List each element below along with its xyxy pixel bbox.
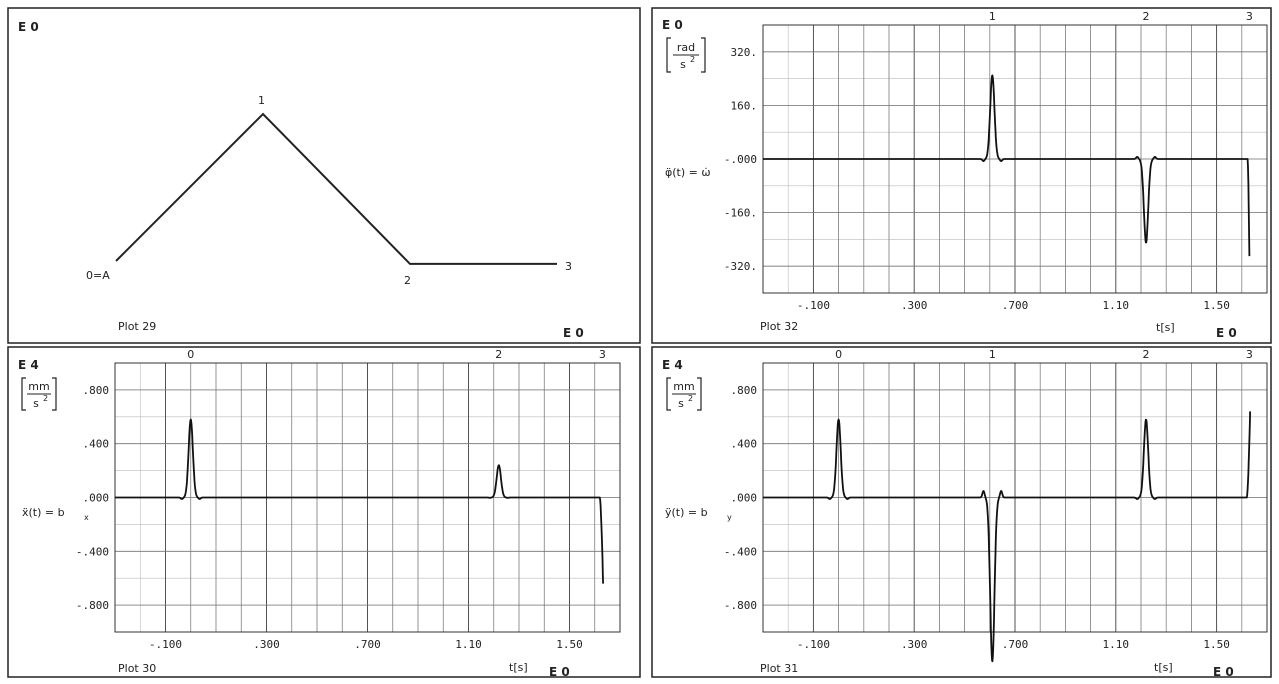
exponent-label-top: E 4 <box>662 358 683 372</box>
unit-denominator: s <box>678 397 684 410</box>
x-tick-label: 1.10 <box>1103 299 1130 312</box>
plot-label: Plot 30 <box>118 662 156 675</box>
y-tick-label: -.400 <box>724 545 757 558</box>
y-tick-label: -.800 <box>724 599 757 612</box>
panel-plot-29: E 0 0=A 1 2 3 Plot 29 E 0 <box>8 8 640 343</box>
panel-plot-31: E 4 mm s 2 .800 .400 .000 -.400 -.800 -.100 .3… <box>652 347 1271 679</box>
x-tick-label: -.100 <box>797 638 830 651</box>
section-marker-label: 2 <box>1143 10 1150 23</box>
y-tick-label: 160. <box>731 99 758 112</box>
exponent-label-bottom: E 0 <box>563 326 584 340</box>
section-marker-label: 3 <box>599 348 606 361</box>
exponent-label-top: E 0 <box>662 18 683 32</box>
y-tick-label: -160. <box>724 207 757 220</box>
y-tick-label: .400 <box>83 438 110 451</box>
panel-plot-30: E 4 mm s 2 .800 .400 .000 -.400 -.800 -.100 .3… <box>8 347 640 679</box>
section-marker-label: 1 <box>989 348 996 361</box>
y-axis-label-subscript: y <box>727 513 732 522</box>
y-tick-label: -.400 <box>76 545 109 558</box>
y-axis-label: φ̈(t) = ω̇ <box>665 166 711 179</box>
y-axis-label: ÿ(t) = b <box>665 506 708 519</box>
unit-numerator: rad <box>677 41 695 54</box>
exponent-label-bottom: E 0 <box>1213 665 1234 679</box>
x-tick-label: .700 <box>1002 299 1029 312</box>
y-tick-label: .400 <box>731 438 758 451</box>
section-marker-label: 3 <box>1246 348 1253 361</box>
y-tick-label: 320. <box>731 46 758 59</box>
x-tick-label: 1.50 <box>1203 638 1230 651</box>
unit-exponent: 2 <box>688 394 693 403</box>
y-tick-label: -.800 <box>76 599 109 612</box>
x-tick-label: .300 <box>253 638 280 651</box>
plot-label: Plot 31 <box>760 662 798 675</box>
x-tick-label: 1.10 <box>455 638 482 651</box>
x-tick-label: 1.10 <box>1103 638 1130 651</box>
y-tick-label: -320. <box>724 260 757 273</box>
x-axis-label: t[s] <box>509 661 528 674</box>
section-marker-label: 3 <box>1246 10 1253 23</box>
point-label-2: 2 <box>404 274 411 287</box>
y-axis-label-subscript: x <box>84 513 89 522</box>
plot-label: Plot 32 <box>760 320 798 333</box>
section-marker-label: 2 <box>1143 348 1150 361</box>
y-tick-label: -.000 <box>724 153 757 166</box>
y-tick-label: .800 <box>731 384 758 397</box>
y-tick-label: .800 <box>83 384 110 397</box>
section-marker-label: 0 <box>835 348 842 361</box>
unit-denominator: s <box>33 397 39 410</box>
x-tick-label: .300 <box>901 299 928 312</box>
section-marker-label: 2 <box>495 348 502 361</box>
y-tick-label: .000 <box>83 492 110 505</box>
unit-numerator: mm <box>673 380 694 393</box>
x-tick-label: -.100 <box>149 638 182 651</box>
section-marker-label: 0 <box>187 348 194 361</box>
exponent-label-top: E 0 <box>18 20 39 34</box>
exponent-label-bottom: E 0 <box>549 665 570 679</box>
plot-label: Plot 29 <box>118 320 156 333</box>
unit-exponent: 2 <box>43 394 48 403</box>
x-tick-label: .700 <box>354 638 381 651</box>
x-tick-label: 1.50 <box>1203 299 1230 312</box>
section-marker-label: 1 <box>989 10 996 23</box>
x-tick-label: -.100 <box>797 299 830 312</box>
x-axis-label: t[s] <box>1156 321 1175 334</box>
exponent-label-top: E 4 <box>18 358 39 372</box>
unit-numerator: mm <box>28 380 49 393</box>
x-axis-label: t[s] <box>1154 661 1173 674</box>
y-axis-label: ẍ(t) = b <box>22 506 65 519</box>
unit-exponent: 2 <box>690 55 695 64</box>
panel-plot-32: E 0 rad s 2 320. 160. -.000 -160. -320. -.100… <box>652 8 1271 343</box>
unit-denominator: s <box>680 58 686 71</box>
point-label-3: 3 <box>565 260 572 273</box>
x-tick-label: .300 <box>901 638 928 651</box>
point-label-0: 0=A <box>86 269 110 282</box>
y-tick-label: .000 <box>731 492 758 505</box>
point-label-1: 1 <box>258 94 265 107</box>
x-tick-label: 1.50 <box>556 638 583 651</box>
x-tick-label: .700 <box>1002 638 1029 651</box>
exponent-label-bottom: E 0 <box>1216 326 1237 340</box>
